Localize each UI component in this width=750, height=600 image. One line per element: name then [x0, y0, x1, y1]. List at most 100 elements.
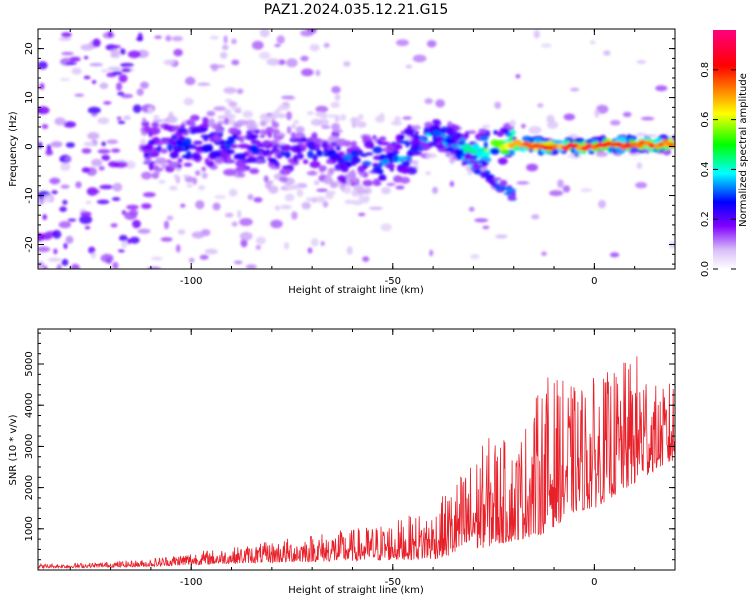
heatmap-cell [493, 130, 498, 135]
heatmap-cell [426, 40, 437, 48]
heatmap-cell [38, 246, 51, 253]
heatmap-cell [160, 148, 168, 154]
heatmap-cell [334, 163, 346, 171]
heatmap-cell [334, 93, 341, 101]
heatmap-cell [86, 189, 100, 194]
heatmap-cell [351, 199, 364, 206]
heatmap-cell [219, 52, 228, 59]
heatmap-cell [123, 115, 131, 121]
heatmap-cell [98, 166, 105, 171]
heatmap-cell [588, 150, 595, 155]
heatmap-cell [152, 136, 160, 143]
heatmap-cell [110, 49, 120, 57]
heatmap-cell [339, 114, 347, 121]
x-tick-label: -100 [180, 276, 203, 287]
heatmap-cell [117, 120, 126, 125]
heatmap-cell [108, 161, 120, 168]
heatmap-cell [61, 51, 74, 56]
heatmap-cell [234, 109, 242, 113]
heatmap-cell [233, 260, 243, 265]
heatmap-cell [106, 139, 119, 145]
heatmap-cell [274, 44, 281, 47]
heatmap-cell [152, 119, 163, 123]
heatmap-cell [200, 134, 213, 139]
heatmap-cell [228, 127, 238, 135]
heatmap-cell [276, 35, 285, 44]
y-tick-label: 2000 [24, 475, 35, 500]
heatmap-cell [496, 131, 504, 137]
heatmap-cell [454, 132, 462, 138]
heatmap-cell [468, 206, 475, 212]
heatmap-cell [265, 181, 272, 190]
heatmap-cell [202, 117, 209, 126]
heatmap-cell [315, 69, 321, 77]
heatmap-cell [406, 166, 418, 175]
heatmap-cell [191, 152, 201, 160]
heatmap-cell [503, 191, 514, 196]
heatmap-cell [598, 199, 606, 209]
heatmap-cell [249, 145, 259, 153]
spectrogram-x-ticks: -100 -50 0 [69, 29, 676, 287]
heatmap-cell [533, 138, 543, 143]
heatmap-cell [80, 44, 94, 51]
heatmap-cell [259, 29, 270, 38]
heatmap-cell [372, 178, 381, 187]
heatmap-cell [309, 43, 320, 52]
heatmap-cell [227, 156, 232, 164]
heatmap-cell [63, 121, 77, 128]
heatmap-cell [154, 35, 162, 39]
heatmap-cell [223, 168, 237, 176]
heatmap-cell [325, 193, 334, 200]
heatmap-cell [80, 211, 92, 217]
heatmap-cell [263, 175, 269, 183]
heatmap-cell [91, 158, 103, 167]
heatmap-cell [622, 111, 632, 118]
heatmap-cell [127, 50, 141, 59]
heatmap-cell [520, 123, 526, 129]
heatmap-cell [483, 141, 488, 149]
heatmap-cell [279, 176, 288, 183]
heatmap-cell [117, 91, 125, 96]
heatmap-cell [379, 136, 387, 142]
heatmap-cell [235, 153, 247, 161]
heatmap-cell [224, 117, 229, 125]
heatmap-cell [386, 182, 396, 187]
heatmap-cell [294, 132, 306, 139]
heatmap-cell [300, 55, 309, 62]
heatmap-cell [467, 130, 477, 135]
heatmap-cell [314, 196, 326, 203]
heatmap-cell [445, 146, 455, 152]
heatmap-cell [316, 188, 328, 192]
colorbar-ticks: 0.0 0.2 0.4 0.6 0.8 [700, 62, 736, 277]
x-tick-label: -50 [385, 577, 401, 588]
heatmap-cell [301, 202, 311, 210]
heatmap-cell [226, 149, 235, 155]
x-tick-label: 0 [591, 577, 597, 588]
heatmap-cell [165, 35, 172, 42]
heatmap-cell [214, 195, 227, 199]
heatmap-cell [51, 190, 58, 195]
heatmap-cell [211, 63, 219, 72]
heatmap-cell [306, 111, 314, 116]
heatmap-cell [635, 132, 647, 137]
heatmap-cell [272, 220, 280, 227]
heatmap-cell [365, 152, 374, 156]
heatmap-cell [329, 154, 341, 161]
heatmap-cell [380, 223, 392, 232]
heatmap-cell [49, 177, 61, 185]
heatmap-cell [456, 153, 462, 161]
spectrogram-frame [37, 28, 676, 270]
heatmap-cell [629, 149, 638, 154]
heatmap-cell [224, 109, 232, 117]
heatmap-cell [151, 122, 160, 128]
heatmap-cell [195, 170, 201, 176]
heatmap-cell [83, 75, 91, 80]
heatmap-cell [141, 171, 152, 180]
heatmap-cell [256, 143, 263, 148]
heatmap-cell [258, 51, 271, 60]
heatmap-cell [255, 159, 264, 163]
heatmap-cell [175, 131, 183, 137]
heatmap-cell [84, 226, 91, 230]
heatmap-cell [309, 161, 321, 169]
heatmap-cell [84, 56, 89, 60]
